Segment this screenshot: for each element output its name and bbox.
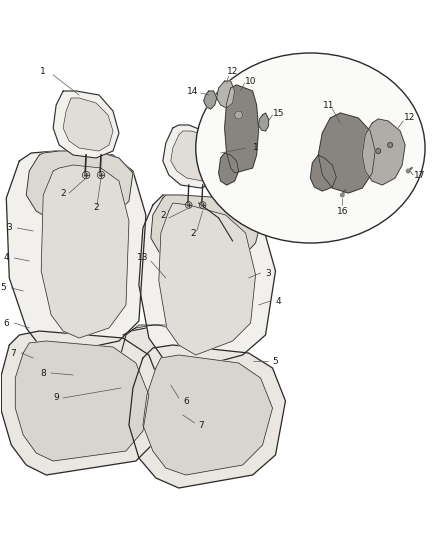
Circle shape	[235, 111, 243, 119]
Polygon shape	[139, 195, 276, 371]
Polygon shape	[123, 325, 193, 351]
Polygon shape	[171, 131, 221, 181]
Polygon shape	[219, 153, 239, 185]
Circle shape	[340, 193, 344, 197]
Text: 6: 6	[183, 397, 189, 406]
Polygon shape	[204, 91, 217, 109]
Text: 1: 1	[253, 143, 258, 152]
Polygon shape	[318, 113, 375, 193]
Polygon shape	[1, 331, 163, 475]
Text: 11: 11	[322, 101, 334, 109]
Circle shape	[187, 203, 191, 207]
Circle shape	[376, 149, 381, 154]
Polygon shape	[362, 119, 405, 185]
Circle shape	[406, 169, 410, 173]
Text: 16: 16	[336, 206, 348, 215]
Text: 5: 5	[0, 284, 6, 293]
Polygon shape	[15, 341, 149, 461]
Text: 12: 12	[227, 67, 238, 76]
Text: 7: 7	[198, 421, 204, 430]
Text: 9: 9	[53, 393, 59, 402]
Text: 14: 14	[187, 86, 198, 95]
Text: 7: 7	[11, 349, 16, 358]
Polygon shape	[159, 203, 255, 355]
Polygon shape	[26, 151, 133, 225]
Circle shape	[84, 173, 88, 177]
Text: 4: 4	[276, 296, 281, 305]
Text: 6: 6	[4, 319, 9, 327]
Polygon shape	[116, 328, 199, 451]
Polygon shape	[217, 81, 235, 108]
Polygon shape	[225, 85, 258, 173]
Text: 3: 3	[265, 269, 272, 278]
Polygon shape	[41, 165, 129, 338]
Text: 2: 2	[160, 211, 166, 220]
Ellipse shape	[196, 53, 425, 243]
Polygon shape	[143, 355, 272, 475]
Polygon shape	[163, 125, 226, 188]
Text: 10: 10	[245, 77, 256, 85]
Text: 1: 1	[40, 67, 46, 76]
Text: 2: 2	[190, 229, 195, 238]
Polygon shape	[63, 98, 113, 151]
Text: 5: 5	[272, 357, 279, 366]
Text: 8: 8	[40, 368, 46, 377]
Text: 4: 4	[4, 254, 9, 262]
Text: 2: 2	[60, 189, 66, 198]
Text: 2: 2	[93, 204, 99, 213]
Text: 15: 15	[273, 109, 284, 117]
Text: 3: 3	[7, 223, 12, 232]
Polygon shape	[311, 155, 336, 191]
Circle shape	[388, 142, 392, 148]
Text: 17: 17	[414, 171, 426, 180]
Circle shape	[201, 203, 205, 207]
Polygon shape	[6, 151, 146, 355]
Polygon shape	[129, 345, 286, 488]
Polygon shape	[53, 91, 119, 158]
Polygon shape	[258, 113, 268, 131]
Text: 12: 12	[404, 114, 416, 123]
Circle shape	[99, 173, 103, 177]
Text: 13: 13	[137, 254, 148, 262]
Polygon shape	[151, 195, 261, 268]
